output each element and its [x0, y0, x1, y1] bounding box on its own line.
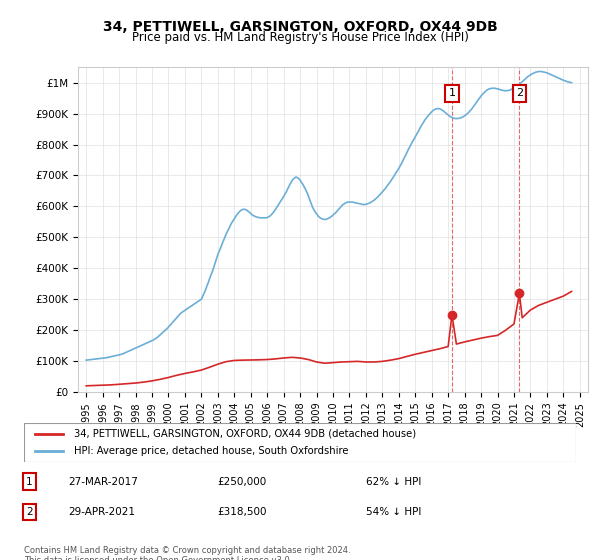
Text: 34, PETTIWELL, GARSINGTON, OXFORD, OX44 9DB: 34, PETTIWELL, GARSINGTON, OXFORD, OX44 …: [103, 20, 497, 34]
Text: 62% ↓ HPI: 62% ↓ HPI: [366, 477, 422, 487]
Text: 2: 2: [26, 507, 33, 517]
Text: HPI: Average price, detached house, South Oxfordshire: HPI: Average price, detached house, Sout…: [74, 446, 348, 456]
Text: Contains HM Land Registry data © Crown copyright and database right 2024.
This d: Contains HM Land Registry data © Crown c…: [24, 546, 350, 560]
Text: 1: 1: [448, 88, 455, 98]
Text: 2: 2: [516, 88, 523, 98]
FancyBboxPatch shape: [24, 423, 576, 462]
Text: 27-MAR-2017: 27-MAR-2017: [68, 477, 138, 487]
Text: £250,000: £250,000: [217, 477, 266, 487]
Text: 1: 1: [26, 477, 33, 487]
Text: £318,500: £318,500: [217, 507, 266, 517]
Text: 29-APR-2021: 29-APR-2021: [68, 507, 135, 517]
Text: Price paid vs. HM Land Registry's House Price Index (HPI): Price paid vs. HM Land Registry's House …: [131, 31, 469, 44]
Text: 54% ↓ HPI: 54% ↓ HPI: [366, 507, 422, 517]
Text: 34, PETTIWELL, GARSINGTON, OXFORD, OX44 9DB (detached house): 34, PETTIWELL, GARSINGTON, OXFORD, OX44 …: [74, 429, 416, 439]
